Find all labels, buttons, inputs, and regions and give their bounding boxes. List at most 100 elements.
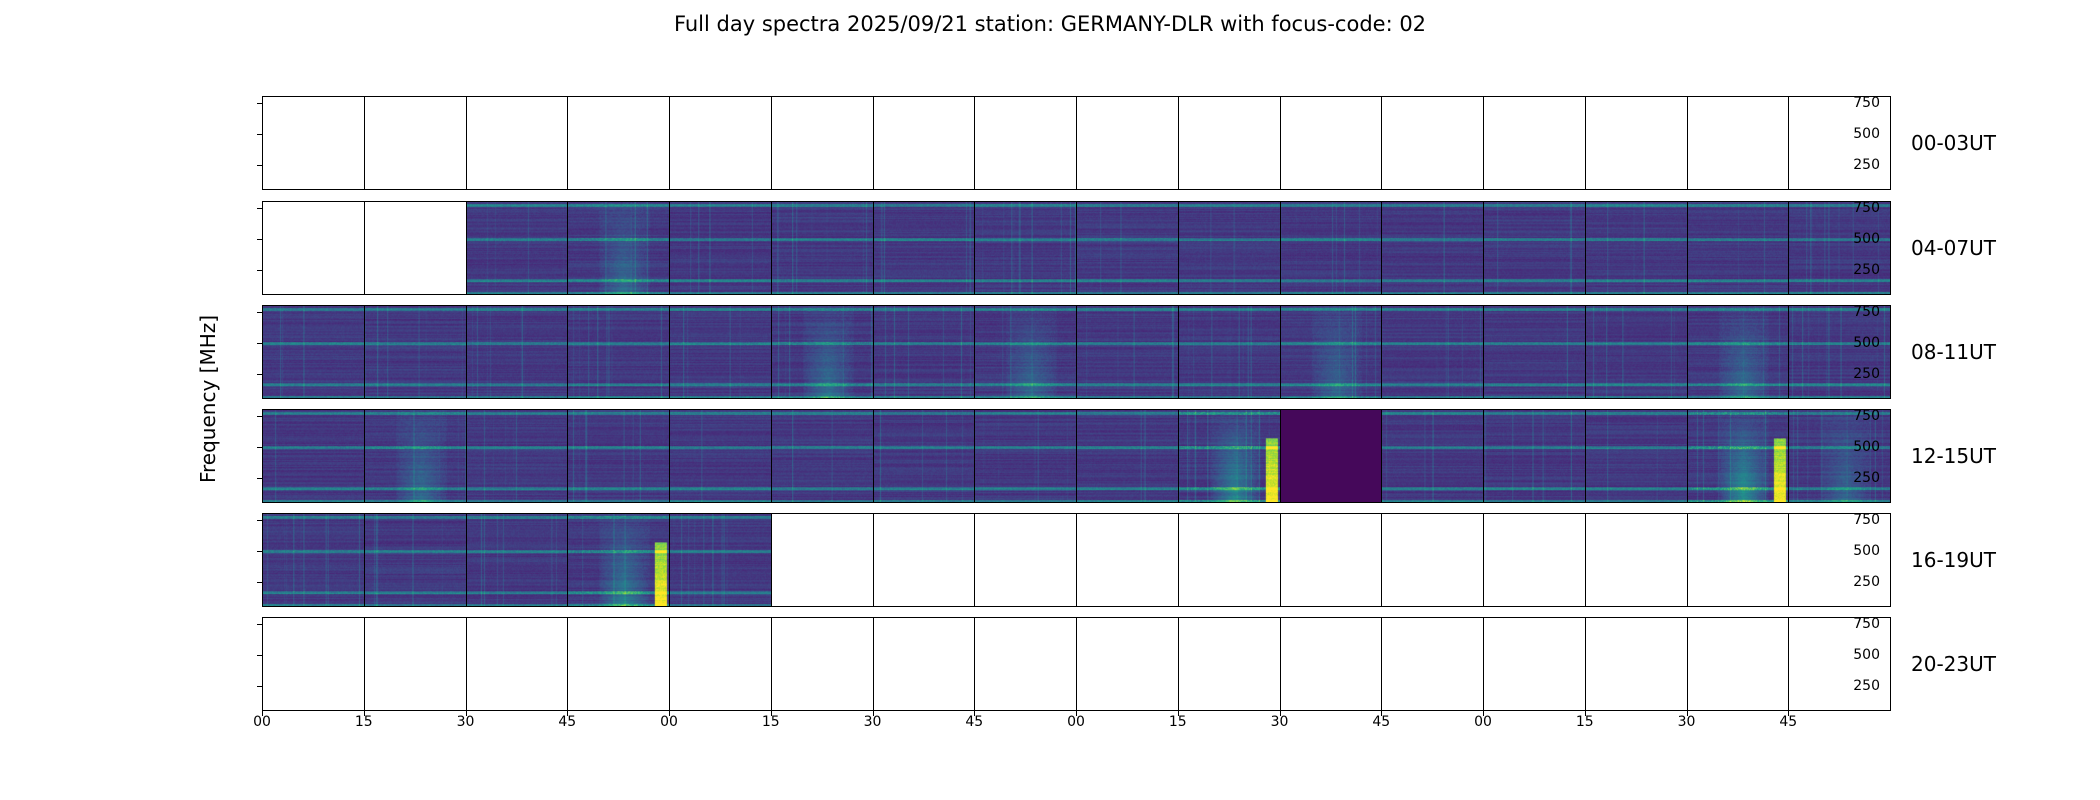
spectrum-heatmap-panel <box>1076 305 1179 399</box>
heatmap-cells <box>1484 202 1585 294</box>
spectrum-heatmap-panel <box>872 305 976 399</box>
y-tick-label: 250 <box>1853 678 1880 695</box>
spectrum-heatmap-panel <box>363 513 467 607</box>
spectra-row-08-11ut: 750 500 250 08-11UT <box>257 304 1996 399</box>
x-tick-mark <box>1686 711 1688 716</box>
x-tick-mark <box>1483 711 1484 716</box>
x-tick-label: 15 <box>761 714 780 730</box>
spectra-row-20-23ut: 750 500 250 20-23UT <box>257 616 1996 711</box>
heatmap-cells <box>263 306 364 398</box>
empty-spectrum-panel <box>669 617 772 711</box>
spectrum-heatmap-panel <box>1483 201 1586 295</box>
empty-spectrum-panel <box>1788 96 1891 190</box>
x-tick-mark <box>1076 711 1077 716</box>
heatmap-cells <box>771 410 873 502</box>
heatmap-cells <box>1382 410 1483 502</box>
spectrum-heatmap-panel <box>1076 201 1179 295</box>
spectrum-heatmap-panel <box>1483 409 1586 503</box>
spectrum-heatmap-panel <box>770 305 874 399</box>
y-tick-mark <box>257 165 262 167</box>
heatmap-cells <box>1585 202 1687 294</box>
y-tick-mark <box>257 374 262 376</box>
y-tick-label: 750 <box>1853 407 1880 424</box>
empty-spectrum-panel <box>770 513 874 607</box>
x-tick-mark <box>1381 711 1383 716</box>
spectrum-heatmap-panel <box>1177 305 1281 399</box>
heatmap-cells <box>466 306 568 398</box>
spectrum-heatmap-panel <box>1381 409 1484 503</box>
spectrum-heatmap-panel <box>770 201 874 295</box>
heatmap-cells <box>1687 202 1789 294</box>
spectra-row-12-15ut: 750 500 250 12-15UT <box>257 407 1996 503</box>
spectrum-heatmap-panel <box>567 305 670 399</box>
y-tick-mark <box>257 623 262 625</box>
heatmap-cells <box>466 514 568 606</box>
spectrum-heatmap-panel <box>465 201 569 295</box>
spectrum-heatmap-panel <box>363 305 467 399</box>
y-tick-label: 750 <box>1853 199 1880 216</box>
row-time-label: 04-07UT <box>1911 236 1996 260</box>
x-tick-label: 45 <box>558 714 577 730</box>
heatmap-cells <box>568 410 669 502</box>
heatmap-cells <box>1484 306 1585 398</box>
spectrum-heatmap-panel <box>1279 305 1383 399</box>
empty-spectrum-panel <box>1279 513 1383 607</box>
empty-spectrum-panel <box>1686 617 1790 711</box>
empty-spectrum-panel <box>262 617 365 711</box>
heatmap-cells <box>975 306 1076 398</box>
spectrum-heatmap-panel <box>567 513 670 607</box>
y-tick-mark <box>257 519 262 521</box>
x-tick-label: 45 <box>1779 714 1798 730</box>
empty-spectrum-panel <box>1381 513 1484 607</box>
y-axis-label: Frequency [MHz] <box>196 314 220 484</box>
y-tick-mark <box>257 238 262 240</box>
x-tick-label: 30 <box>456 714 475 730</box>
spectrum-heatmap-panel <box>1177 409 1281 503</box>
y-tick-mark <box>257 207 262 209</box>
row-time-label: 08-11UT <box>1911 340 1996 364</box>
empty-spectrum-panel <box>872 513 976 607</box>
chart-title: Full day spectra 2025/09/21 station: GER… <box>673 12 1427 36</box>
empty-spectrum-panel <box>1788 513 1891 607</box>
heatmap-cells <box>1687 306 1789 398</box>
x-tick-label: 30 <box>1677 714 1696 730</box>
row-time-label: 00-03UT <box>1911 131 1996 155</box>
y-tick-label: 750 <box>1853 511 1880 528</box>
spectrum-heatmap-panel <box>872 409 976 503</box>
x-tick-mark <box>770 711 772 716</box>
heatmap-cells <box>1077 410 1178 502</box>
empty-spectrum-panel <box>1279 96 1383 190</box>
heatmap-cells <box>1382 306 1483 398</box>
x-tick-label: 45 <box>965 714 984 730</box>
empty-spectrum-panel <box>1483 617 1586 711</box>
empty-spectrum-panel <box>262 96 365 190</box>
spectrum-heatmap-panel <box>1279 409 1383 503</box>
heatmap-cells <box>1178 306 1280 398</box>
heatmap-cells <box>1484 410 1585 502</box>
spectrum-heatmap-panel <box>1686 305 1790 399</box>
empty-spectrum-panel <box>262 201 365 295</box>
spectrum-heatmap-panel <box>974 305 1077 399</box>
heatmap-cells <box>1789 306 1890 398</box>
x-tick-label: 15 <box>1575 714 1594 730</box>
x-tick-mark <box>974 711 976 716</box>
empty-spectrum-panel <box>1381 96 1484 190</box>
heatmap-cells <box>1280 202 1382 294</box>
x-tick-label: 30 <box>863 714 882 730</box>
y-tick-label: 500 <box>1853 125 1880 142</box>
y-tick-label: 500 <box>1853 438 1880 455</box>
spectrum-heatmap-panel <box>1177 201 1281 295</box>
heatmap-cells <box>1789 410 1890 502</box>
empty-spectrum-panel <box>363 617 467 711</box>
spectrum-heatmap-panel <box>1483 305 1586 399</box>
spectrum-heatmap-panel <box>1584 201 1688 295</box>
empty-spectrum-panel <box>1483 96 1586 190</box>
empty-spectrum-panel <box>872 617 976 711</box>
empty-spectrum-panel <box>1076 617 1179 711</box>
x-tick-mark <box>465 711 467 716</box>
x-tick-mark <box>669 711 670 716</box>
spectrum-heatmap-panel <box>669 201 772 295</box>
heatmap-cells <box>466 410 568 502</box>
empty-spectrum-panel <box>974 96 1077 190</box>
heatmap-cells <box>568 202 669 294</box>
